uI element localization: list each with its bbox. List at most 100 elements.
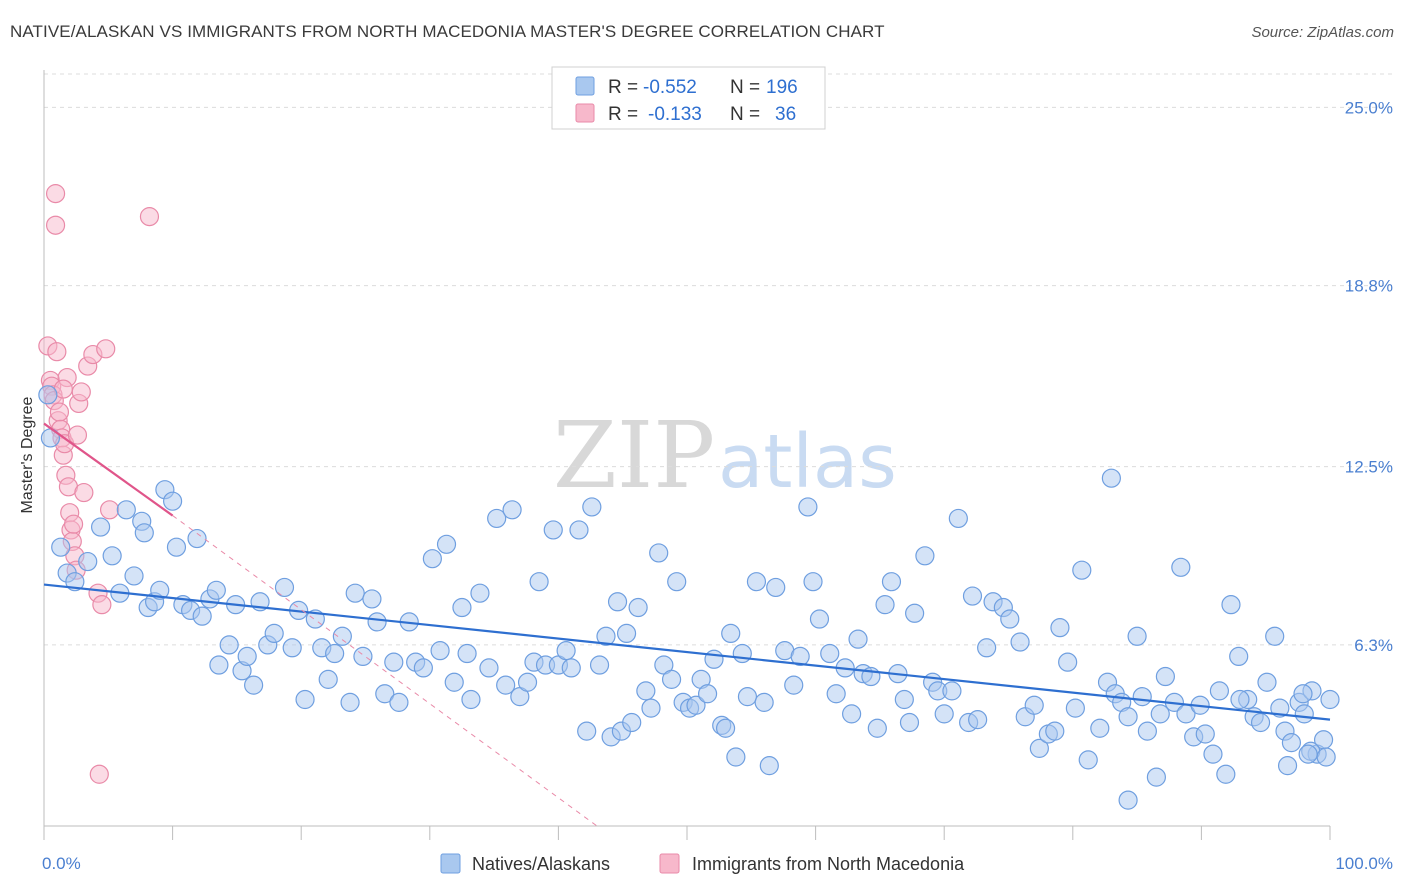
bottom-legend-swatch-blue (440, 853, 461, 874)
natives-alaskans-point-96 (697, 684, 718, 704)
natives-alaskans-point-189 (1316, 747, 1336, 767)
series-north-macedonia-points (38, 184, 160, 784)
natives-alaskans-point-63 (487, 508, 507, 529)
natives-alaskans-point-62 (479, 658, 499, 678)
bottom-legend-label-2: Immigrants from North Macedonia (692, 854, 965, 874)
natives-alaskans-point-195 (1230, 689, 1250, 710)
natives-alaskans-point-33 (264, 623, 284, 644)
natives-alaskans-point-61 (470, 583, 490, 603)
natives-alaskans-point-187 (1293, 684, 1313, 704)
natives-alaskans-point-106 (759, 756, 779, 776)
natives-alaskans-point-158 (1132, 687, 1152, 707)
natives-alaskans-point-137 (977, 638, 997, 658)
natives-alaskans-point-35 (282, 638, 302, 658)
natives-alaskans-point-169 (1209, 681, 1230, 701)
natives-alaskans-point-22 (192, 606, 212, 626)
natives-alaskans-point-140 (1000, 609, 1020, 629)
natives-alaskans-point-17 (163, 491, 183, 511)
natives-alaskans-point-7 (102, 546, 122, 566)
natives-alaskans-point-127 (905, 603, 925, 623)
natives-alaskans-point-25 (209, 655, 229, 675)
legend-n-value-1: 196 (766, 77, 798, 98)
natives-alaskans-point-118 (848, 629, 868, 649)
natives-alaskans-point-171 (1221, 595, 1241, 615)
natives-alaskans-point-115 (826, 684, 846, 704)
legend-n-value-2: 36 (775, 104, 796, 125)
north-macedonia-point-26 (71, 382, 91, 402)
natives-alaskans-point-113 (809, 609, 830, 629)
natives-alaskans-point-126 (899, 712, 920, 733)
natives-alaskans-point-87 (641, 698, 661, 718)
natives-alaskans-point-58 (452, 597, 472, 618)
natives-alaskans-point-0 (38, 385, 58, 405)
watermark-atlas: atlas (718, 419, 897, 505)
legend-r-value-1: -0.552 (643, 77, 697, 98)
natives-alaskans-point-79 (596, 626, 616, 646)
natives-alaskans-point-186 (1320, 689, 1340, 710)
legend-n-label-2: N = (730, 104, 760, 125)
north-macedonia-point-27 (74, 482, 94, 503)
natives-alaskans-point-65 (502, 500, 522, 520)
trend-extension-north-macedonia (172, 515, 598, 827)
natives-alaskans-point-141 (1010, 632, 1030, 652)
north-macedonia-point-7 (47, 342, 67, 362)
natives-alaskans-point-86 (636, 681, 656, 701)
north-macedonia-point-24 (67, 425, 88, 445)
natives-alaskans-point-152 (1090, 718, 1110, 738)
legend-box (551, 66, 826, 130)
north-macedonia-point-32 (96, 339, 116, 359)
natives-alaskans-point-34 (274, 577, 295, 598)
legend-r-label-2: R = (608, 104, 638, 125)
correlation-legend: R = -0.552 N = 196 R = -0.133 N = 36 (551, 66, 826, 130)
trend-lines (43, 422, 1331, 827)
natives-alaskans-point-97 (704, 649, 724, 669)
chart-title: NATIVE/ALASKAN VS IMMIGRANTS FROM NORTH … (10, 22, 885, 41)
natives-alaskans-point-102 (732, 643, 752, 664)
natives-alaskans-point-150 (1072, 560, 1092, 580)
y-tick-labels: 6.3% 12.5% 18.8% 25.0% (1345, 98, 1393, 655)
natives-alaskans-point-110 (790, 646, 810, 667)
natives-alaskans-point-194 (1101, 468, 1121, 488)
watermark: ZIP atlas (553, 402, 897, 509)
natives-alaskans-point-2 (51, 537, 71, 557)
legend-r-value-2: -0.133 (648, 104, 702, 125)
natives-alaskans-point-192 (1277, 756, 1298, 776)
trend-line-natives-alaskans (43, 583, 1331, 721)
natives-alaskans-point-167 (1195, 724, 1215, 744)
x-tick-label-min: 0.0% (42, 854, 81, 873)
north-macedonia-point-33 (99, 500, 120, 520)
natives-alaskans-point-156 (1118, 707, 1138, 727)
y-tick-label-2: 18.8% (1345, 277, 1393, 296)
natives-alaskans-point-71 (543, 520, 563, 540)
natives-alaskans-point-123 (881, 572, 902, 592)
natives-alaskans-point-91 (667, 572, 687, 592)
natives-alaskans-point-47 (367, 612, 387, 632)
natives-alaskans-point-175 (1250, 712, 1271, 733)
natives-alaskans-point-144 (1029, 738, 1049, 758)
natives-alaskans-point-125 (894, 689, 914, 710)
natives-alaskans-point-43 (340, 692, 360, 712)
natives-alaskans-point-26 (219, 635, 239, 655)
x-ticks (43, 826, 1331, 840)
natives-alaskans-point-30 (244, 675, 264, 695)
natives-alaskans-point-170 (1216, 764, 1236, 784)
natives-alaskans-point-59 (457, 643, 477, 664)
natives-alaskans-point-100 (721, 623, 741, 644)
natives-alaskans-point-64 (496, 675, 516, 695)
natives-alaskans-point-105 (754, 692, 774, 712)
natives-alaskans-point-75 (569, 520, 589, 540)
natives-alaskans-point-191 (1146, 767, 1166, 787)
natives-alaskans-point-132 (942, 681, 962, 701)
natives-alaskans-point-148 (1058, 652, 1078, 672)
bottom-legend-swatch-pink (659, 853, 680, 874)
natives-alaskans-point-149 (1065, 698, 1085, 718)
north-macedonia-point-9 (49, 402, 70, 422)
natives-alaskans-point-117 (842, 704, 862, 724)
legend-r-label-1: R = (608, 77, 638, 98)
natives-alaskans-point-193 (1118, 790, 1138, 810)
natives-alaskans-point-103 (737, 687, 758, 707)
natives-alaskans-point-168 (1203, 744, 1223, 764)
natives-alaskans-point-136 (968, 710, 988, 730)
natives-alaskans-point-111 (798, 497, 818, 517)
natives-alaskans-point-60 (461, 689, 481, 710)
